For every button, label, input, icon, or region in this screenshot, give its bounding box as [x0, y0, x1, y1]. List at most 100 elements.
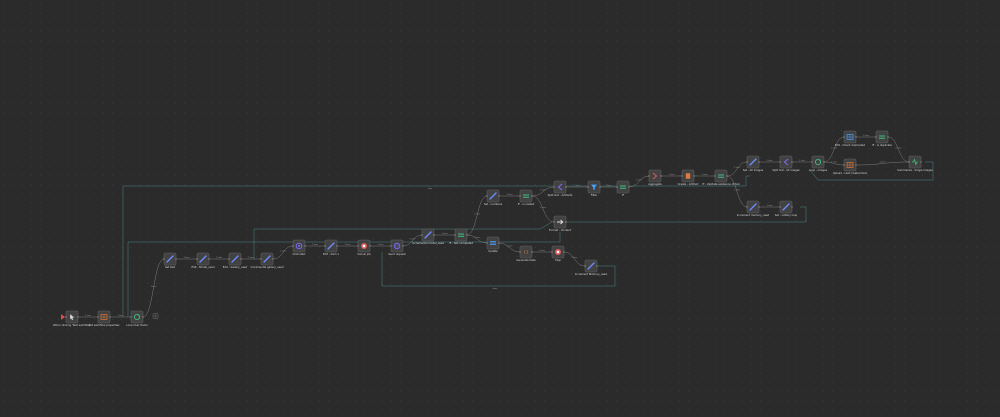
workflow-node[interactable]: Aggregate — [648, 169, 662, 186]
output-port[interactable] — [175, 258, 177, 260]
workflow-node[interactable]: {} Generate Data — [516, 245, 536, 262]
output-port[interactable] — [240, 258, 242, 260]
loop-back-connection[interactable] — [122, 175, 750, 317]
output-port[interactable] — [369, 245, 371, 247]
connection-n19-n20[interactable] — [563, 251, 586, 267]
workflow-node[interactable]: IF - is nested — [518, 189, 535, 206]
input-port[interactable] — [648, 175, 650, 177]
input-port[interactable] — [260, 258, 262, 260]
node-box[interactable] — [648, 169, 662, 183]
input-port[interactable] — [746, 161, 748, 163]
workflow-node[interactable]: Increment memory_used — [737, 200, 770, 217]
input-port[interactable] — [390, 245, 392, 247]
input-port[interactable] — [584, 265, 586, 267]
workflow-node[interactable]: Format - Content — [549, 215, 571, 232]
input-port[interactable] — [553, 186, 555, 188]
node-box[interactable] — [519, 189, 533, 203]
workflow-node[interactable]: Loop - images — [809, 155, 828, 172]
input-port[interactable] — [843, 136, 845, 138]
output-port[interactable] — [142, 316, 144, 318]
connection-n29-n30[interactable] — [823, 136, 845, 163]
output-port[interactable] — [466, 234, 468, 236]
input-port[interactable] — [519, 251, 521, 253]
output-port[interactable] — [823, 161, 825, 163]
workflow-node[interactable]: When clicking 'Test workflow' — [53, 310, 91, 327]
workflow-node[interactable]: Send request — [388, 239, 406, 256]
output-port[interactable] — [660, 175, 662, 177]
workflow-node[interactable]: Summarize - Single images — [897, 155, 933, 172]
workflow-node[interactable]: IF - Not completed — [449, 228, 473, 245]
loop-back-connection[interactable] — [809, 161, 934, 181]
input-port[interactable] — [714, 175, 716, 177]
input-port[interactable] — [163, 258, 165, 260]
workflow-node[interactable]: Split Out - Artifacts — [548, 180, 573, 197]
workflow-node[interactable]: Edit - Check duplicated — [835, 130, 865, 147]
workflow-node[interactable]: Filter — [587, 180, 601, 197]
output-port[interactable] — [693, 175, 695, 177]
workflow-node[interactable]: Set workflow properties — [89, 310, 120, 327]
connection-n32-n33[interactable] — [855, 161, 910, 166]
workflow-node[interactable]: Stop — [551, 245, 565, 262]
input-port[interactable] — [357, 245, 359, 247]
input-port[interactable] — [486, 242, 488, 244]
workflow-node[interactable]: IF - is duplicate — [872, 130, 892, 147]
output-port[interactable] — [304, 245, 306, 247]
input-port[interactable] — [843, 164, 845, 166]
input-port[interactable] — [97, 316, 99, 318]
connection-n16-n21[interactable] — [531, 186, 555, 197]
output-port[interactable] — [272, 258, 274, 260]
workflow-node[interactable]: Set - numbers — [484, 189, 503, 206]
output-port[interactable] — [208, 258, 210, 260]
workflow-node[interactable]: IF — [616, 180, 630, 197]
output-port[interactable] — [531, 251, 533, 253]
loop-back-connection[interactable] — [566, 206, 807, 223]
add-node-icon[interactable] — [152, 313, 159, 319]
output-port[interactable] — [596, 265, 598, 267]
connection-n3-n4[interactable] — [142, 258, 165, 318]
workflow-node[interactable]: Cancel job — [357, 239, 371, 256]
node-box[interactable] — [714, 169, 728, 183]
output-port[interactable] — [565, 186, 567, 188]
connection-n11-n12[interactable] — [402, 234, 423, 247]
connection-n31-n33[interactable] — [887, 136, 910, 163]
input-port[interactable] — [486, 195, 488, 197]
input-port[interactable] — [553, 221, 555, 223]
loop-back-connection[interactable] — [381, 252, 616, 287]
input-port[interactable] — [811, 161, 813, 163]
workflow-node[interactable]: Increment Memory_used — [575, 259, 607, 276]
input-port[interactable] — [228, 258, 230, 260]
output-port[interactable] — [855, 164, 857, 166]
output-port[interactable] — [402, 245, 404, 247]
node-box[interactable] — [390, 239, 404, 253]
output-port[interactable] — [433, 234, 435, 236]
workflow-node[interactable]: Edit - item 1 — [323, 239, 339, 256]
output-port[interactable] — [531, 195, 533, 197]
workflow-node[interactable]: Edit - Model_used — [192, 252, 215, 269]
node-box[interactable] — [616, 180, 630, 194]
input-port[interactable] — [292, 245, 294, 247]
connection-n14-n18[interactable] — [498, 242, 521, 253]
input-port[interactable] — [746, 206, 748, 208]
input-port[interactable] — [519, 195, 521, 197]
output-port[interactable] — [563, 251, 565, 253]
node-box[interactable] — [130, 310, 144, 324]
workflow-node[interactable]: Set - Lottery loop — [775, 200, 798, 217]
input-port[interactable] — [196, 258, 198, 260]
input-port[interactable] — [421, 234, 423, 236]
output-port[interactable] — [77, 316, 79, 318]
input-port[interactable] — [779, 206, 781, 208]
workflow-node[interactable]: Split Out - All images — [772, 155, 800, 172]
workflow-node[interactable]: Incremental gallery_used — [251, 252, 284, 269]
output-port[interactable] — [855, 136, 857, 138]
input-port[interactable] — [454, 234, 456, 236]
workflow-node[interactable]: Edit - Gallery_used — [223, 252, 248, 269]
output-port[interactable] — [498, 242, 500, 244]
connection-n7-n8[interactable] — [272, 245, 294, 260]
input-port[interactable] — [908, 161, 910, 163]
node-box[interactable] — [811, 155, 825, 169]
output-port[interactable] — [758, 161, 760, 163]
workflow-node[interactable]: Upload - Last created item — [833, 158, 868, 175]
workflow-node[interactable]: IF - Validate existence of tool — [702, 169, 740, 186]
input-port[interactable] — [875, 136, 877, 138]
